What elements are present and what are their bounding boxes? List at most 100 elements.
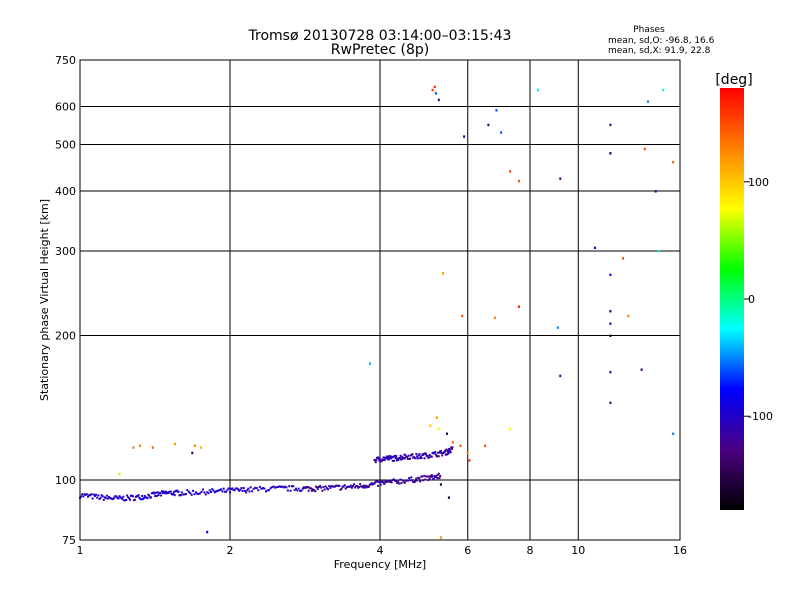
trace-point (407, 479, 410, 482)
trace-point (419, 457, 422, 460)
echo-point (609, 322, 612, 325)
trace-point (403, 457, 406, 460)
trace-point (391, 459, 394, 462)
echo-point (441, 271, 444, 275)
echo-point (509, 170, 512, 173)
trace-point (418, 477, 421, 480)
trace-point (445, 448, 448, 451)
trace-point (323, 488, 326, 491)
trace-point (392, 478, 395, 481)
trace-point (392, 455, 395, 458)
trace-point (112, 498, 115, 501)
y-tick-label: 750 (55, 54, 76, 67)
trace-point (234, 487, 237, 490)
trace-point (238, 489, 241, 492)
trace-point (97, 494, 100, 497)
echo-point (609, 123, 612, 127)
trace-point (106, 497, 109, 500)
trace-point (358, 486, 361, 489)
trace-point (160, 494, 163, 497)
trace-point (136, 495, 139, 498)
echo-point (193, 444, 196, 448)
trace-point (416, 457, 419, 460)
echo-point (609, 152, 612, 155)
trace-point (410, 454, 413, 457)
trace-point (113, 496, 116, 499)
trace-point (183, 493, 186, 496)
trace-point (331, 485, 334, 488)
trace-point (352, 485, 355, 488)
chart-subtitle: RwPretec (8p) (331, 42, 429, 58)
trace-point (125, 498, 128, 501)
trace-point (378, 481, 381, 484)
trace-point (220, 488, 223, 491)
echo-point (151, 446, 154, 449)
trace-point (417, 476, 420, 479)
echo-point (445, 432, 448, 436)
echo-point (646, 100, 649, 103)
echo-point (447, 496, 450, 499)
y-tick-label: 600 (55, 101, 76, 114)
trace-point (90, 493, 93, 496)
trace-point (444, 449, 447, 452)
trace-point (415, 452, 418, 455)
trace-point (117, 497, 120, 500)
trace-point (437, 455, 440, 458)
trace-point (426, 454, 429, 457)
trace-point (391, 456, 394, 459)
trace-point (164, 492, 167, 495)
trace-point (242, 487, 245, 490)
trace-point (156, 491, 159, 494)
y-tick-label: 400 (55, 185, 76, 198)
trace-point (322, 485, 325, 488)
trace-point (92, 493, 95, 496)
trace-point (316, 488, 319, 491)
trace-point (328, 485, 331, 488)
trace-point (435, 474, 438, 477)
trace-point (430, 474, 433, 477)
trace-point (177, 490, 180, 493)
trace-point (395, 455, 398, 458)
trace-point (295, 487, 298, 490)
trace-point (401, 457, 404, 460)
trace-point (307, 489, 310, 492)
trace-point (439, 450, 442, 453)
trace-point (154, 495, 157, 498)
trace-point (141, 494, 144, 497)
trace-point (186, 489, 189, 492)
trace-point (301, 487, 304, 490)
trace-point (435, 453, 438, 456)
trace-point (337, 484, 340, 487)
echo-point (609, 273, 612, 277)
trace-point (422, 452, 425, 455)
trace-point (161, 491, 164, 494)
echo-point (433, 85, 436, 89)
echo-point (437, 427, 440, 431)
echo-point (640, 368, 643, 371)
colorbar-ticks: 100 0 -100 (744, 176, 773, 423)
trace-point (385, 457, 388, 460)
trace-point (446, 449, 449, 452)
trace-point (390, 457, 393, 460)
trace-point (215, 490, 218, 493)
trace-point (138, 496, 141, 499)
echo-point (609, 309, 612, 313)
trace-point (261, 487, 264, 490)
trace-point (281, 485, 284, 488)
echo-point (439, 483, 442, 486)
trace-point (421, 475, 424, 478)
trace-point (345, 486, 348, 489)
trace-point (241, 489, 244, 492)
trace-point (88, 494, 91, 497)
trace-point (436, 455, 439, 458)
trace-point (428, 477, 431, 480)
echo-point (500, 131, 503, 134)
trace-point (84, 493, 87, 496)
trace-point (120, 496, 123, 499)
trace-point (268, 489, 271, 492)
trace-point (434, 475, 437, 478)
trace-point (89, 494, 92, 497)
trace-point (315, 486, 318, 489)
trace-point (432, 477, 435, 480)
trace-point (361, 485, 364, 488)
